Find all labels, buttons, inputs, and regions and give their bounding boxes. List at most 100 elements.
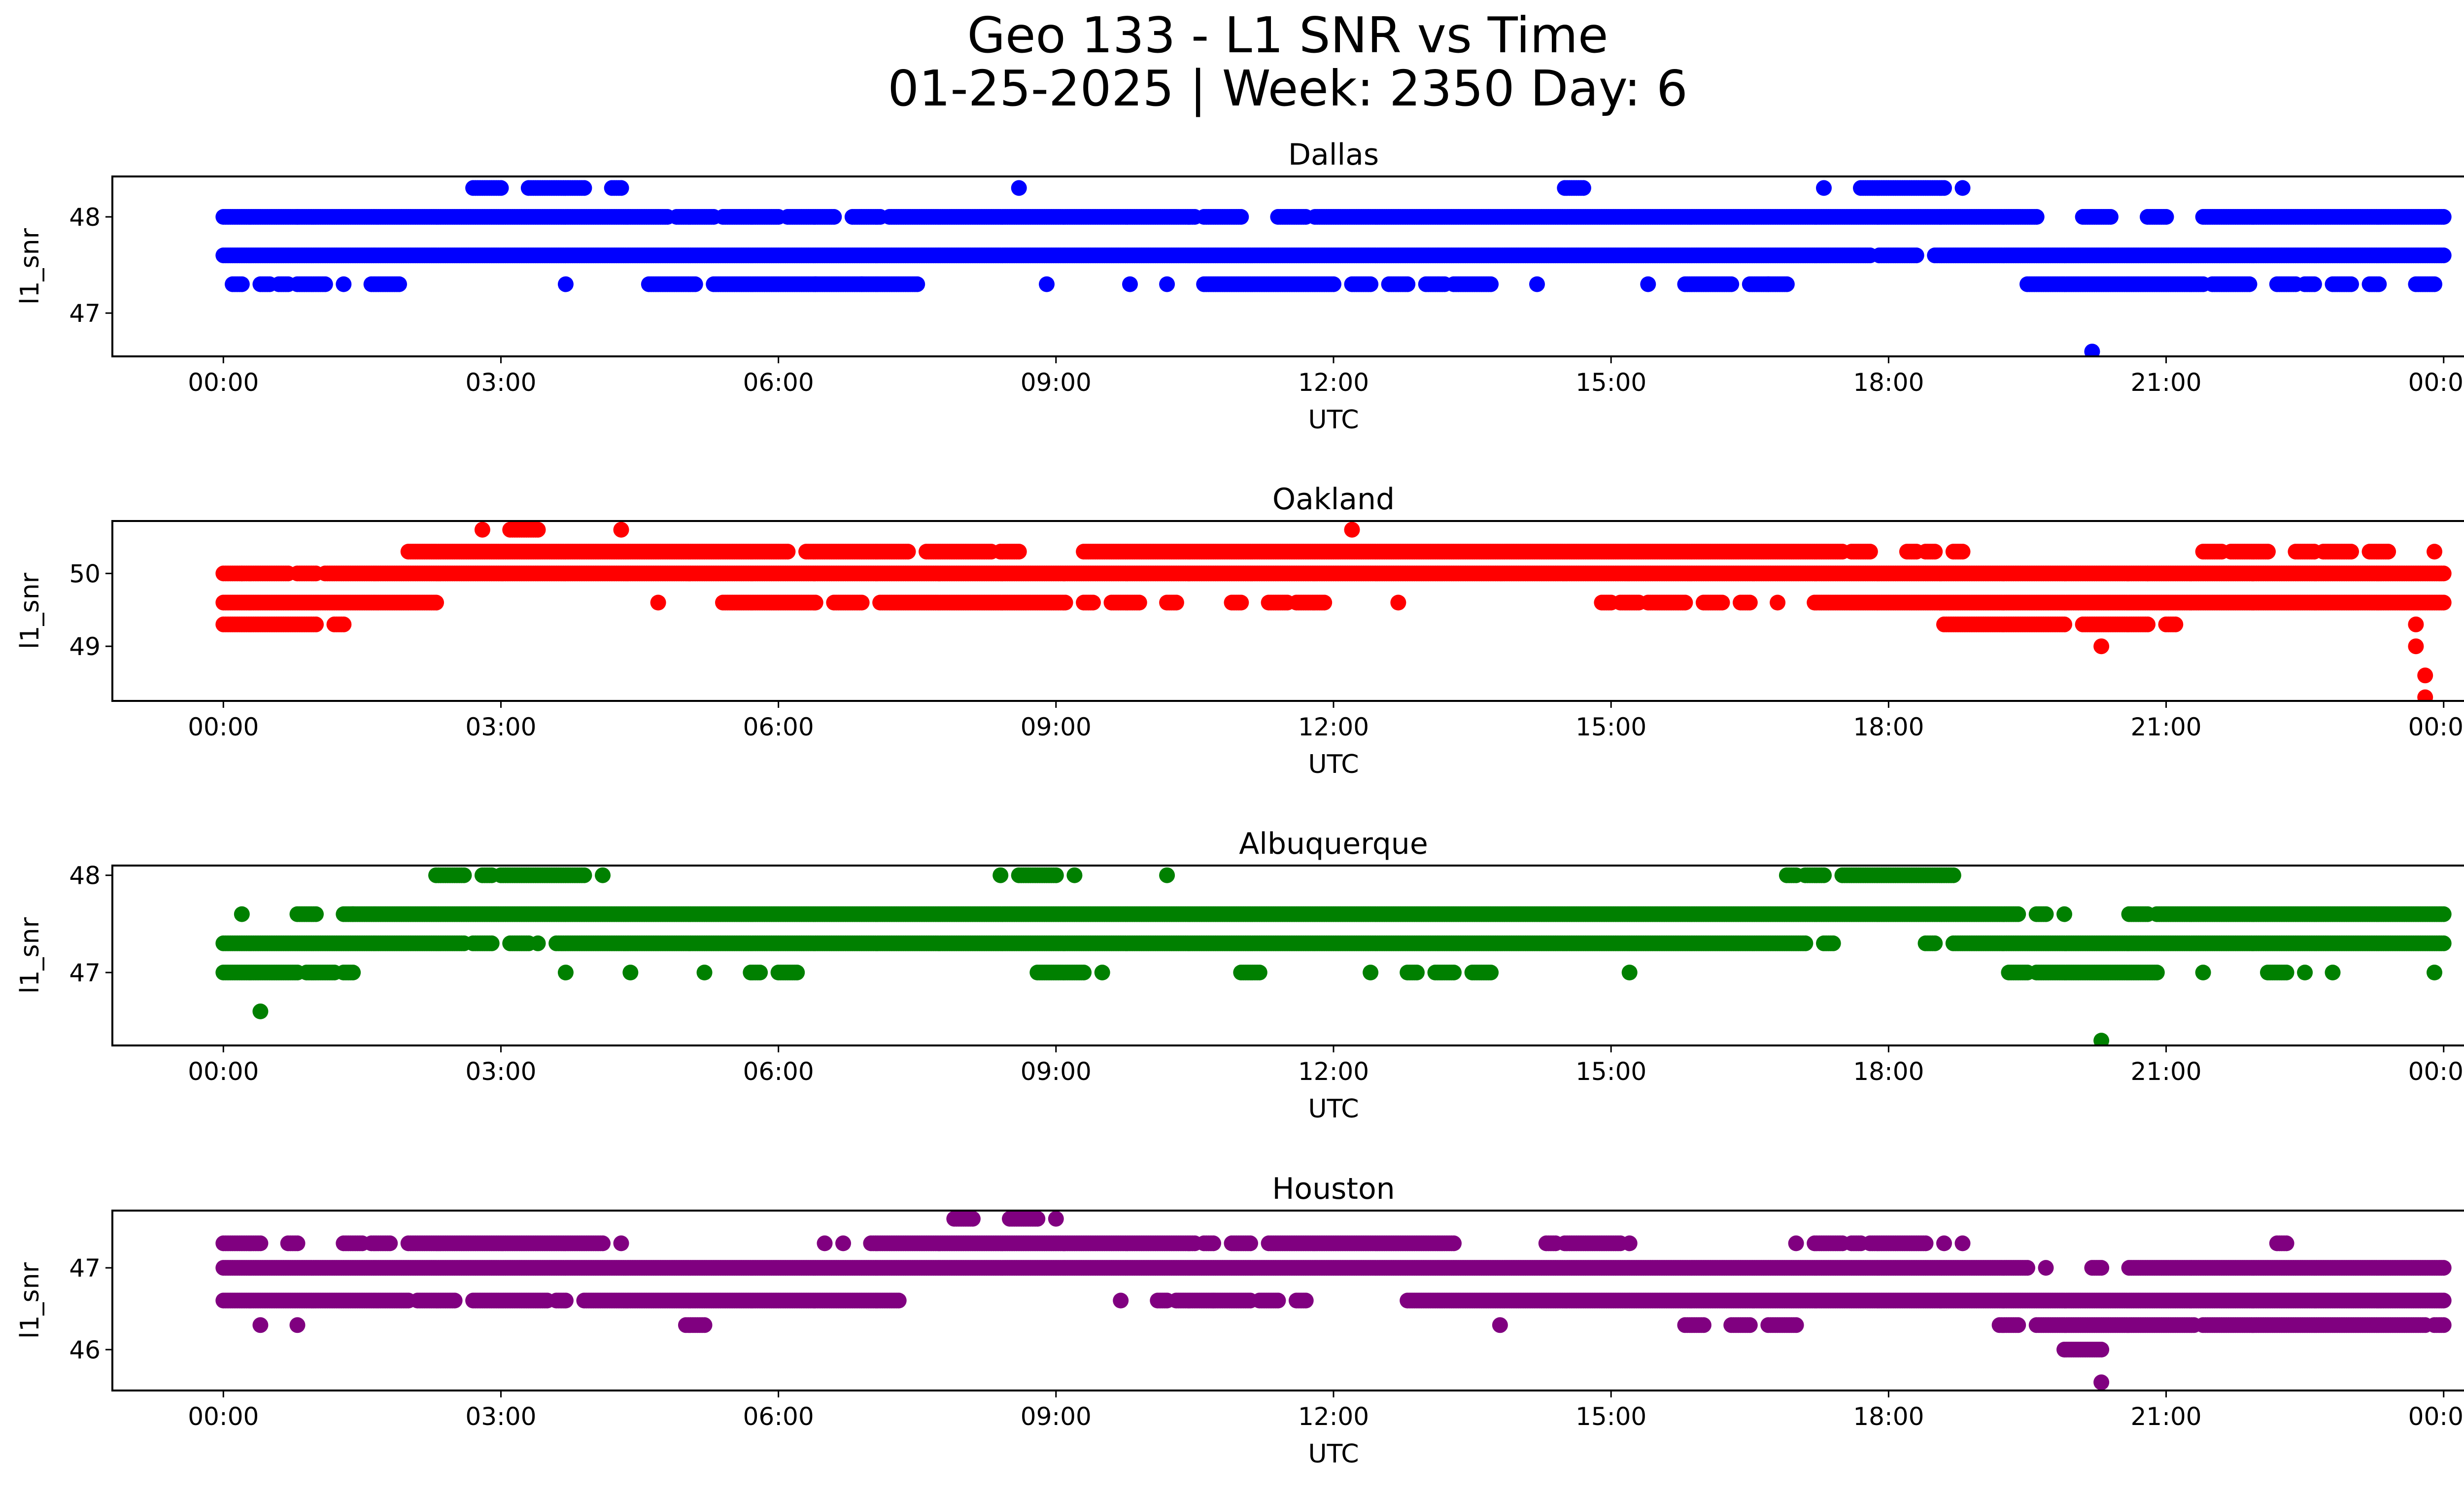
data-point [1344,522,1360,538]
x-tick-label: 18:00 [1853,368,1924,397]
data-point [1575,180,1591,196]
data-point [1936,180,1952,196]
y-axis-label: l1_snr [15,228,45,305]
data-point [1011,180,1027,196]
data-point [1390,594,1406,611]
data-point [1011,544,1027,560]
data-point [687,276,703,292]
data-point [2435,594,2452,611]
data-point [1723,276,1740,292]
x-tick-label: 12:00 [1298,713,1369,741]
data-point [1159,276,1175,292]
x-tick-label: 21:00 [2130,368,2201,397]
data-point [1233,209,1249,225]
data-point [1816,867,1832,883]
data-point [1400,276,1416,292]
data-point [1954,180,1971,196]
x-tick-label: 03:00 [465,368,536,397]
data-point [474,522,490,538]
data-point [2343,544,2359,560]
data-point [900,544,916,560]
data-point [2408,616,2424,632]
data-point [2427,276,2442,292]
data-point [2306,276,2322,292]
data-point [2140,616,2156,632]
data-point [2167,616,2184,632]
data-point [807,594,823,611]
y-tick-label: 47 [69,299,101,328]
data-point [1039,276,1055,292]
data-point [1122,276,1138,292]
data-point [428,594,444,611]
data-point [2343,276,2359,292]
data-point [336,616,352,632]
x-tick-label: 21:00 [2130,713,2201,741]
data-points-albuquerque [215,867,2452,1045]
data-point [992,867,1009,883]
data-point [493,180,509,196]
data-point [456,867,472,883]
data-point [2427,544,2442,560]
data-point [2158,209,2174,225]
data-point [1316,594,1333,611]
data-point [391,276,407,292]
data-point [1233,594,1249,611]
data-point [530,522,546,538]
data-point [2408,638,2424,655]
data-point [595,867,611,883]
x-tick-label: 09:00 [1021,368,1092,397]
data-point [650,594,666,611]
data-point [576,180,592,196]
data-point [2435,565,2452,582]
data-point [1779,276,1795,292]
data-point [2435,209,2452,225]
data-point [1363,276,1379,292]
data-point [1770,594,1786,611]
data-point [2417,689,2433,701]
figure-title-line-2: 01-25-2025 | Week: 2350 Day: 6 [888,60,1688,117]
y-tick-label: 50 [69,559,101,588]
axes-frame [111,175,2464,357]
data-point [1066,867,1083,883]
data-point [557,276,574,292]
panel-title: Dallas [1288,138,1379,172]
x-tick-label: 12:00 [1298,368,1369,397]
y-axis-label: l1_snr [15,572,45,649]
x-tick-label: 06:00 [743,713,814,741]
data-point [826,209,842,225]
figure-title: Geo 133 - L1 SNR vs Time 01-25-2025 | We… [0,9,2464,115]
data-point [2380,544,2396,560]
data-point [1326,276,1341,292]
y-tick-label: 48 [69,203,101,232]
data-point [308,616,324,632]
data-point [2102,209,2119,225]
figure-title-line-1: Geo 133 - L1 SNR vs Time [967,6,1608,64]
data-point [1862,544,1878,560]
data-point [1131,594,1147,611]
data-point [613,180,629,196]
data-point [2371,276,2387,292]
data-point [613,522,629,538]
data-point [2260,544,2276,560]
data-point [336,276,352,292]
data-point [2241,276,2258,292]
x-axis-label: UTC [1308,405,1359,435]
data-point [854,594,870,611]
x-tick-label: 06:00 [743,368,814,397]
data-point [2435,247,2452,264]
data-point [1954,544,1971,560]
data-point [2028,209,2045,225]
x-tick-label: 00:00 [188,713,259,741]
y-tick-label: 49 [69,632,101,661]
data-point [1714,594,1730,611]
data-point [2056,616,2072,632]
data-point [1048,867,1064,883]
data-point [234,276,250,292]
x-tick-label: 15:00 [1575,368,1646,397]
data-point [234,906,250,922]
data-point [1483,276,1499,292]
data-point [1677,594,1693,611]
